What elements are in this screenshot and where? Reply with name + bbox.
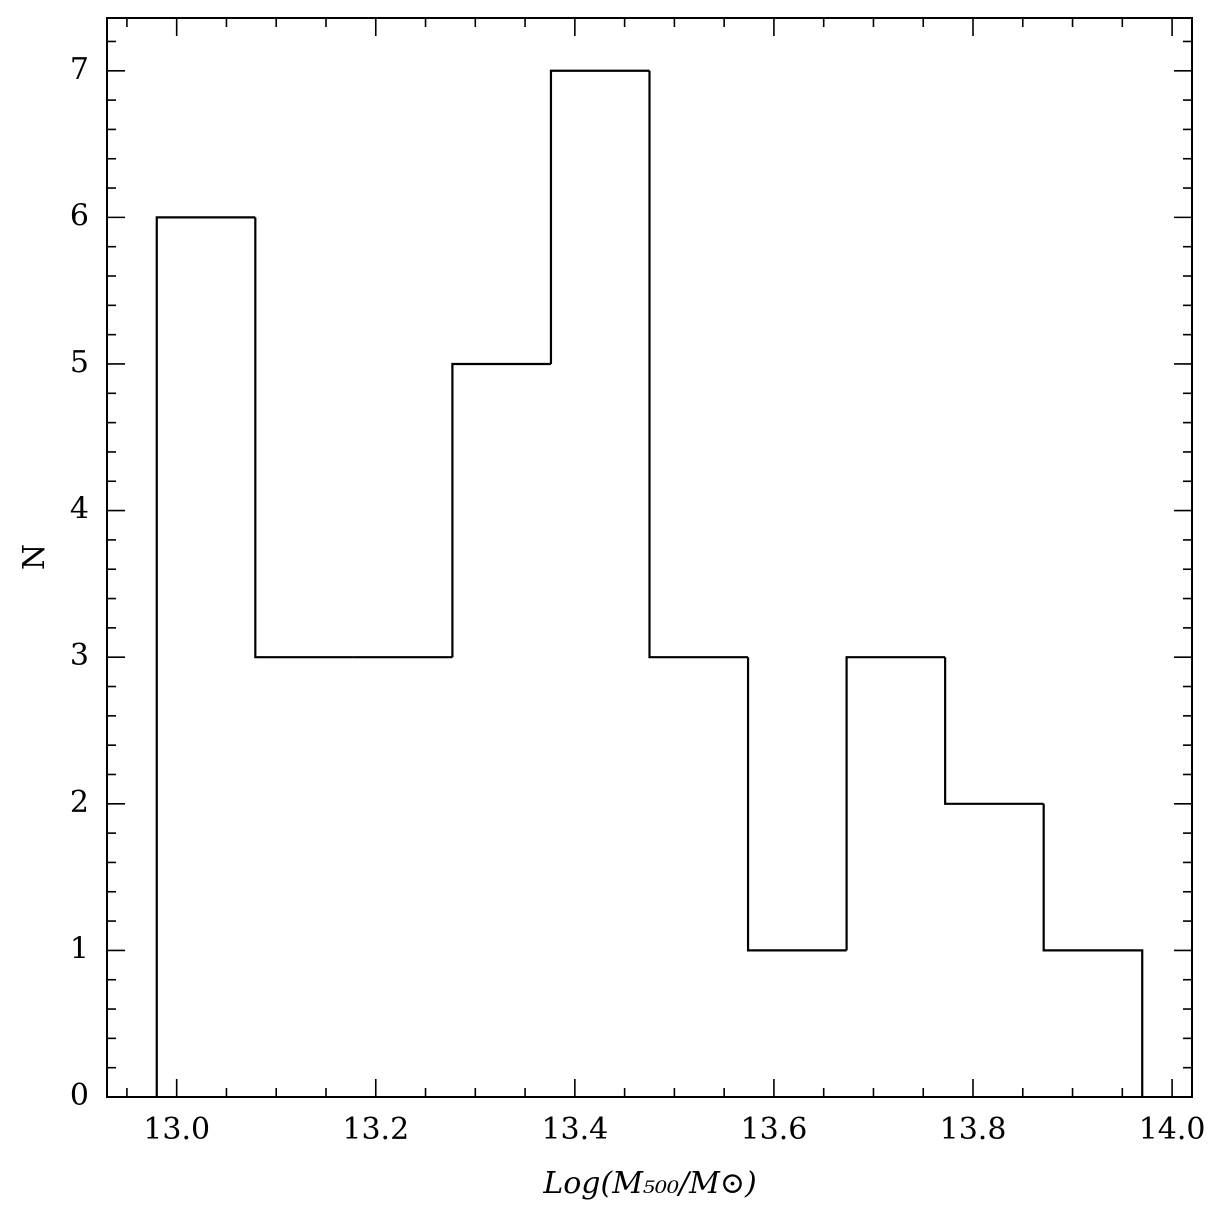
y-tick-label: 3 xyxy=(70,638,89,673)
y-tick-label: 1 xyxy=(70,931,89,966)
histogram-bin xyxy=(746,657,847,952)
histogram-bin xyxy=(845,656,946,951)
histogram-bin xyxy=(155,216,256,1097)
histogram-bin xyxy=(1042,803,1144,1097)
histogram-bin xyxy=(451,362,551,658)
y-tick-label: 7 xyxy=(70,52,89,87)
y-tick-label: 0 xyxy=(70,1078,89,1113)
y-axis-label: N xyxy=(17,544,52,570)
histogram-bin xyxy=(648,70,749,659)
y-tick-label: 5 xyxy=(70,345,89,380)
histogram-bin xyxy=(944,657,1044,805)
x-tick-label: 13.0 xyxy=(143,1112,210,1147)
x-tick-label: 13.2 xyxy=(342,1112,409,1147)
plot-frame xyxy=(106,17,1193,1098)
x-tick-label: 13.8 xyxy=(940,1112,1007,1147)
histogram-bin xyxy=(549,69,650,364)
y-tick-label: 6 xyxy=(70,198,89,233)
x-axis-label: Log(M₅₀₀/M⊙) xyxy=(542,1166,756,1201)
y-tick-label: 4 xyxy=(70,492,89,527)
x-tick-label: 14.0 xyxy=(1139,1112,1206,1147)
y-tick-label: 2 xyxy=(70,785,89,820)
x-tick-label: 13.6 xyxy=(741,1112,808,1147)
x-tick-label: 13.4 xyxy=(541,1112,608,1147)
histogram-bin xyxy=(254,217,354,659)
